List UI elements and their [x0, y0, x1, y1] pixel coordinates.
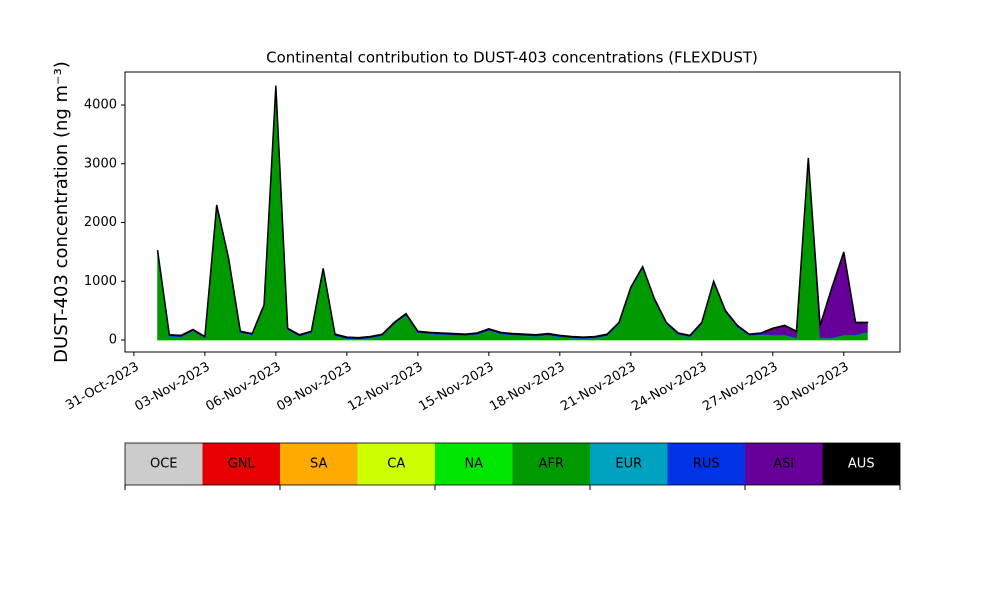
x-tick-label: 12-Nov-2023	[345, 360, 425, 415]
x-tick-label: 09-Nov-2023	[274, 360, 354, 415]
x-tick-label: 15-Nov-2023	[416, 360, 496, 415]
legend-label: ASI	[773, 457, 794, 472]
x-tick-label: 06-Nov-2023	[203, 360, 283, 415]
y-tick-label: 4000	[84, 98, 117, 113]
x-tick-label: 18-Nov-2023	[487, 360, 567, 415]
legend-label: SA	[310, 457, 327, 472]
legend-label: GNL	[228, 457, 256, 472]
legend-swatch	[667, 443, 745, 485]
x-tick-label: 31-Oct-2023	[63, 360, 141, 414]
legend-swatch	[357, 443, 435, 485]
legend-swatch	[590, 443, 668, 485]
plot-frame	[124, 71, 901, 353]
legend-label: OCE	[150, 457, 178, 472]
legend-swatch	[202, 443, 280, 485]
legend-label: RUS	[693, 457, 720, 472]
y-tick-label: 0	[109, 333, 117, 348]
legend-swatch	[745, 443, 823, 485]
x-tick-label: 21-Nov-2023	[558, 360, 638, 415]
y-axis-label: DUST-403 concentration (ng m⁻³)	[51, 61, 72, 363]
legend-swatch	[822, 443, 900, 485]
legend-swatch	[435, 443, 513, 485]
y-tick-label: 3000	[84, 156, 117, 171]
legend-label: NA	[464, 457, 483, 472]
x-tick-label: 03-Nov-2023	[132, 360, 212, 415]
legend-swatch	[280, 443, 358, 485]
y-tick-label: 1000	[84, 274, 117, 289]
legend-label: AFR	[539, 457, 564, 472]
chart-title: Continental contribution to DUST-403 con…	[266, 49, 758, 67]
legend-label: EUR	[615, 457, 642, 472]
x-tick-label: 24-Nov-2023	[629, 360, 709, 415]
legend-swatch	[125, 443, 203, 485]
area	[156, 85, 869, 339]
legend-label: AUS	[848, 457, 875, 472]
legend-label: CA	[387, 457, 405, 472]
x-tick-label: 27-Nov-2023	[700, 360, 780, 415]
legend-swatch	[512, 443, 590, 485]
x-tick-label: 30-Nov-2023	[771, 360, 851, 415]
y-tick-label: 2000	[84, 215, 117, 230]
legend-frame	[124, 442, 901, 486]
